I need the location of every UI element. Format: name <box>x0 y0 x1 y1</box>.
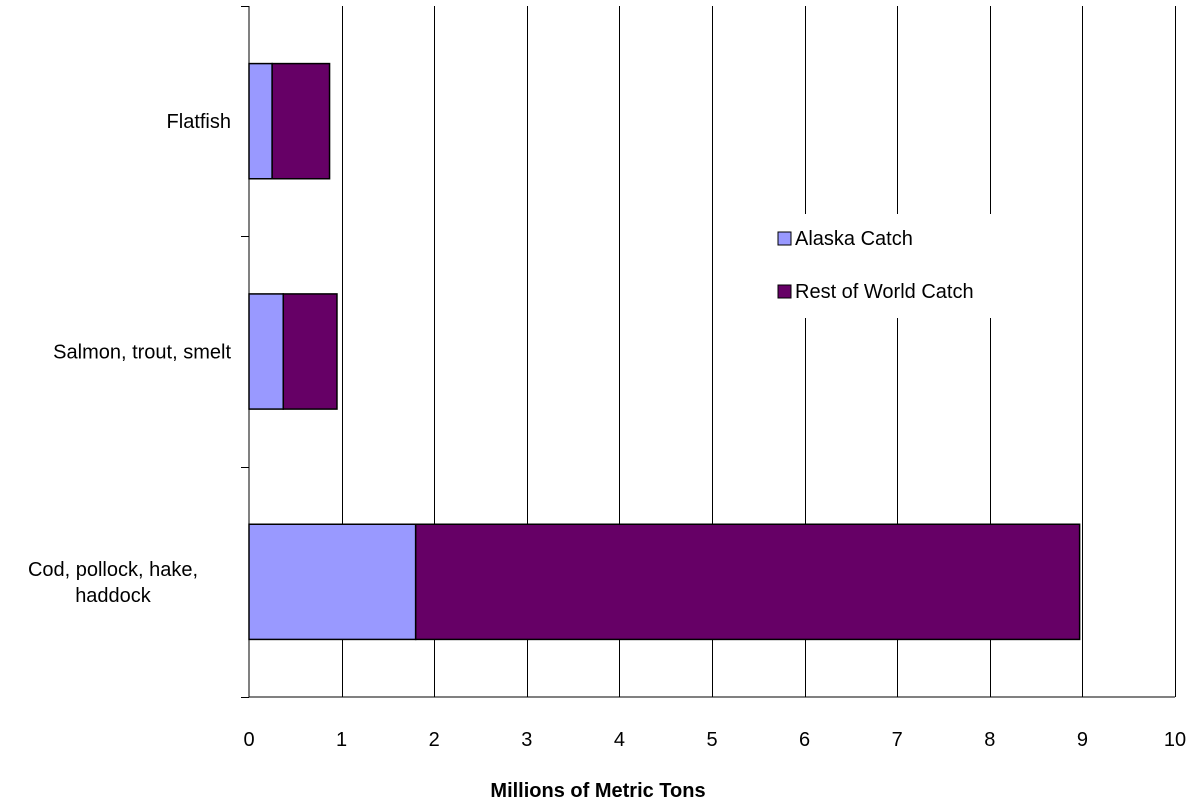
x-tick-label: 4 <box>614 729 625 751</box>
legend-background <box>768 214 1058 318</box>
legend: Alaska Catch Rest of World Catch <box>768 214 1058 318</box>
bar-segment-alaska <box>248 293 285 410</box>
x-tick-label: 9 <box>1077 729 1088 751</box>
legend-swatch <box>777 231 792 246</box>
legend-swatch <box>777 284 792 299</box>
category-label: Salmon, trout, smelt <box>53 342 231 364</box>
x-tick-label: 8 <box>984 729 995 751</box>
category-label: Cod, pollock, hake, haddock <box>28 559 198 607</box>
bars <box>248 62 1081 641</box>
bar-segment-alaska <box>248 62 273 180</box>
x-tick-label: 5 <box>706 729 717 751</box>
x-tick-label: 2 <box>429 729 440 751</box>
x-tick-label: 3 <box>521 729 532 751</box>
bar-segment-rest-of-world <box>414 523 1081 641</box>
legend-label: Rest of World Catch <box>795 281 974 303</box>
category-label: Flatfish <box>167 111 231 133</box>
y-ticks <box>241 6 249 698</box>
x-ticks: 0 1 2 3 4 5 6 7 8 9 10 <box>243 729 1186 751</box>
category-labels: Flatfish Salmon, trout, smelt Cod, pollock… <box>28 111 231 607</box>
bar-segment-rest-of-world <box>271 62 331 180</box>
x-axis-title: Millions of Metric Tons <box>490 780 705 802</box>
x-tick-label: 10 <box>1164 729 1186 751</box>
x-tick-label: 6 <box>799 729 810 751</box>
gridlines <box>342 6 1176 697</box>
x-tick-label: 1 <box>336 729 347 751</box>
x-tick-label: 0 <box>243 729 254 751</box>
x-tick-label: 7 <box>892 729 903 751</box>
legend-label: Alaska Catch <box>795 228 913 250</box>
axes <box>248 6 1175 698</box>
bar-segment-rest-of-world <box>282 293 338 410</box>
bar-segment-alaska <box>248 523 417 641</box>
